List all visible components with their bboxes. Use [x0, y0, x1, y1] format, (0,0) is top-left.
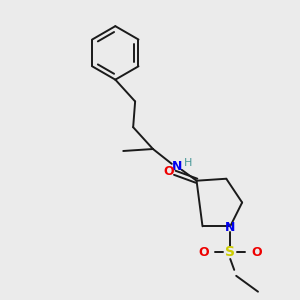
Text: N: N	[225, 221, 236, 234]
Text: H: H	[184, 158, 192, 168]
Text: O: O	[252, 245, 262, 259]
Text: S: S	[225, 245, 235, 259]
Text: N: N	[172, 160, 182, 173]
Text: O: O	[164, 165, 174, 178]
Text: O: O	[198, 245, 209, 259]
